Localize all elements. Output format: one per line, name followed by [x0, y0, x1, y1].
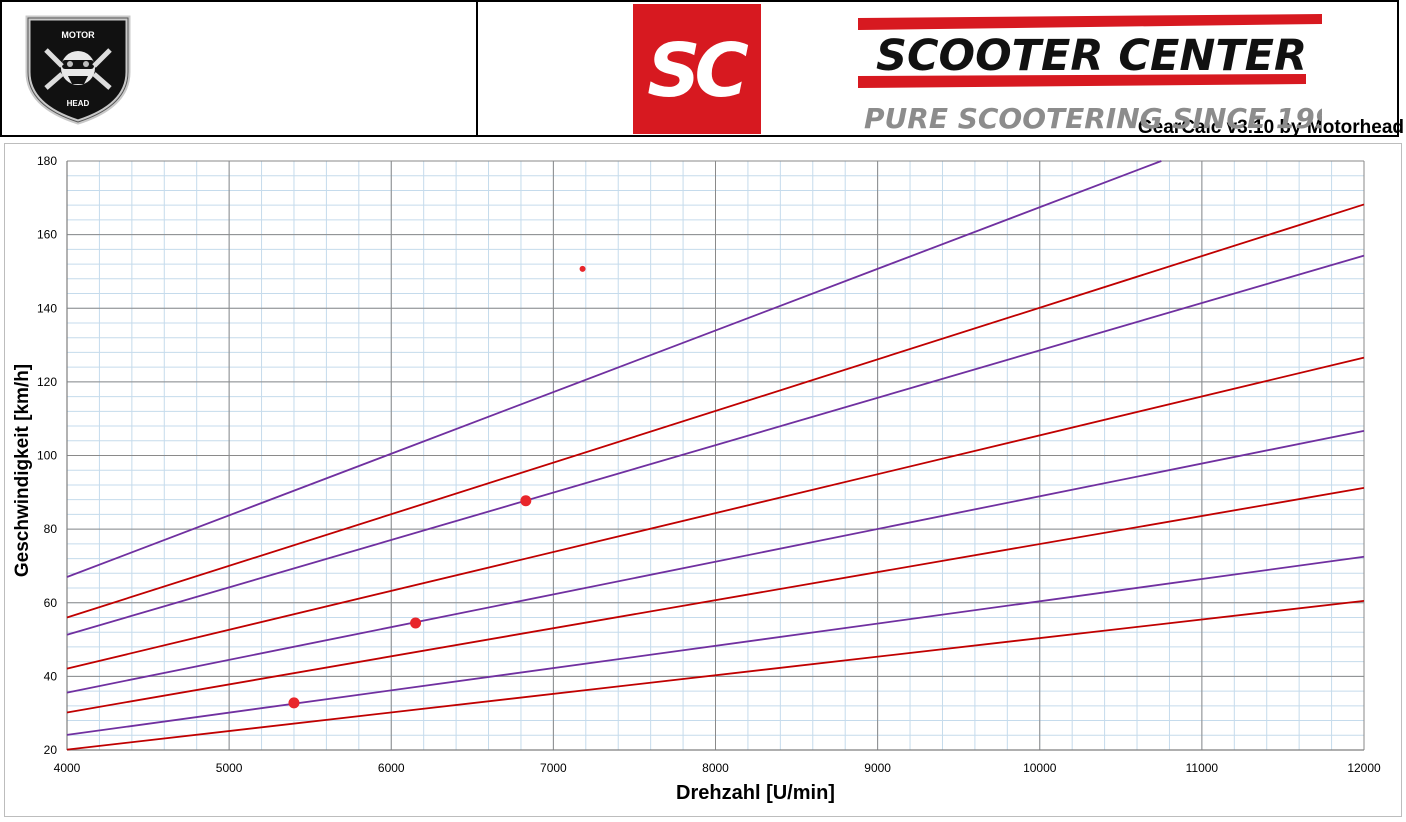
gear-line-5 [66, 356, 1365, 670]
gear-line-7 [66, 203, 1365, 619]
brand-tagline: PURE SCOOTERING SINCE 1992 [864, 102, 1322, 134]
y-tick-label: 180 [37, 154, 57, 168]
shift-point-2 [410, 617, 422, 629]
y-tick-label: 20 [44, 743, 58, 757]
x-tick-label: 6000 [378, 761, 405, 775]
app-title: GearCalc v3.10 by Motorhead [1137, 117, 1404, 138]
y-tick-label: 120 [37, 375, 57, 389]
gear-line-1 [66, 600, 1365, 751]
gear-speed-chart: 4000 5000 6000 7000 8000 9000 10000 11000 12000 2… [12, 154, 1381, 804]
header-right-cell [478, 0, 1399, 137]
x-tick-label: 11000 [1186, 761, 1219, 775]
x-tick-label: 9000 [864, 761, 891, 775]
y-tick-label: 160 [37, 228, 57, 242]
motorhead-top-text: MOTOR [61, 30, 95, 40]
y-tick-label: 140 [37, 301, 57, 315]
y-tick-label: 40 [44, 669, 58, 683]
chart-area: 4000 5000 6000 7000 8000 9000 10000 11000 12000 2… [4, 143, 1402, 817]
x-tick-label: 12000 [1347, 761, 1381, 775]
gear-line-2 [66, 555, 1365, 736]
scooter-center-brand: SCOOTER CENTER PURE SCOOTERING SINCE 199… [858, 14, 1354, 135]
sc-logo: SC [633, 4, 761, 134]
header: MOTOR HEAD GearCalc v3.10 by Motorhead S… [0, 0, 1406, 140]
shift-point-3 [520, 495, 532, 507]
brand-name: SCOOTER CENTER [876, 31, 1307, 81]
x-tick-label: 10000 [1023, 761, 1057, 775]
gear-line-4 [66, 429, 1365, 694]
x-tick-label: 8000 [702, 761, 729, 775]
motorhead-bottom-text: HEAD [67, 99, 90, 108]
y-tick-label: 100 [37, 449, 57, 463]
motorhead-logo: MOTOR HEAD [22, 10, 134, 126]
y-tick-label: 80 [44, 522, 58, 536]
shift-point-1 [288, 697, 300, 709]
gear-line-3 [66, 487, 1365, 714]
sc-logo-text: SC [647, 28, 748, 114]
gear-line-8 [66, 160, 1162, 578]
y-tick-label: 60 [44, 596, 58, 610]
x-tick-label: 7000 [540, 761, 567, 775]
gear-line-6 [66, 254, 1365, 636]
y-axis-title: Geschwindigkeit [km/h] [12, 364, 33, 577]
shift-point-4 [579, 265, 586, 272]
x-tick-label: 5000 [216, 761, 243, 775]
x-axis-title: Drehzahl [U/min] [676, 782, 835, 804]
header-left-cell [0, 0, 478, 137]
x-tick-label: 4000 [54, 761, 81, 775]
